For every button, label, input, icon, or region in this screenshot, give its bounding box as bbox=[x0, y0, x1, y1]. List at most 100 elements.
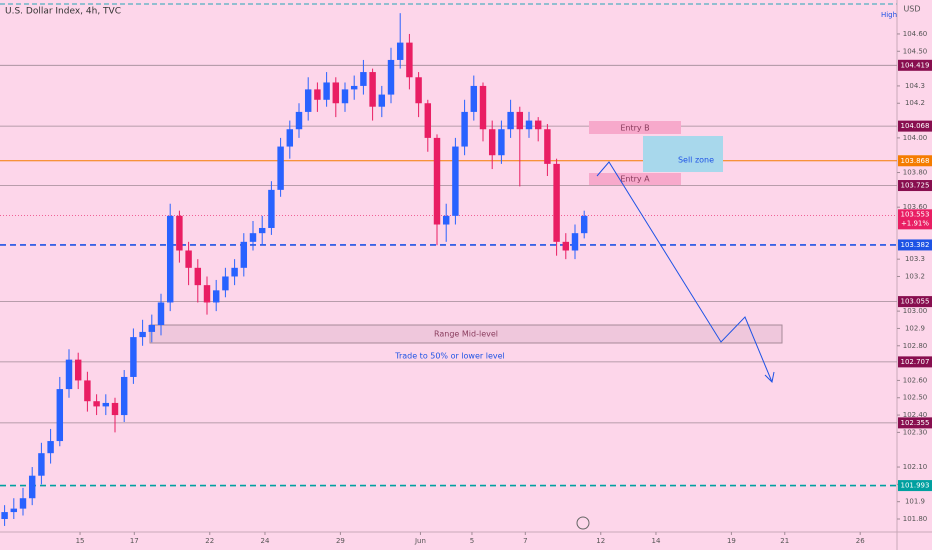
level-tag-label: 101.993 bbox=[901, 482, 930, 490]
candle-body bbox=[461, 111, 468, 147]
candle-body bbox=[516, 111, 524, 130]
candle-body bbox=[47, 441, 54, 454]
entry-a-zone bbox=[589, 173, 681, 185]
y-tick-label: 104.60 bbox=[903, 30, 928, 38]
y-tick-label: 103.2 bbox=[905, 272, 925, 280]
candle-body bbox=[498, 129, 505, 156]
candle-body bbox=[433, 137, 441, 225]
y-tick-label: 101.9 bbox=[905, 498, 925, 506]
candle-body bbox=[10, 508, 18, 513]
candle-body bbox=[571, 233, 579, 251]
last-price-label: 103.553 bbox=[901, 210, 930, 218]
y-tick-label: 103.60 bbox=[903, 203, 928, 211]
x-tick-label: 7 bbox=[523, 537, 527, 545]
x-tick-label: 21 bbox=[780, 537, 789, 545]
level-tag-label: 103.725 bbox=[901, 182, 930, 190]
x-tick-label: 17 bbox=[130, 537, 139, 545]
entry-b-label: Entry B bbox=[620, 124, 649, 133]
candle-body bbox=[249, 233, 257, 242]
level-tag bbox=[898, 120, 932, 132]
level-tag bbox=[898, 180, 932, 192]
candle-body bbox=[286, 129, 294, 147]
last-price-tag bbox=[898, 209, 932, 230]
level-tag bbox=[898, 59, 932, 71]
candle-body bbox=[424, 103, 432, 138]
candle-body bbox=[102, 402, 110, 407]
entry-b-zone bbox=[589, 121, 681, 134]
level-tag bbox=[898, 239, 932, 251]
candle-body bbox=[231, 267, 238, 277]
candle-body bbox=[341, 89, 349, 104]
range-label: Range Mid-level bbox=[434, 330, 498, 339]
candle-body bbox=[240, 241, 248, 268]
high-label: High bbox=[881, 11, 897, 19]
candle-body bbox=[28, 475, 36, 499]
level-tag bbox=[898, 417, 932, 429]
level-tag-label: 104.419 bbox=[901, 61, 930, 69]
projection-arrow bbox=[764, 371, 775, 384]
candle-body bbox=[488, 129, 496, 156]
level-tag-label: 103.382 bbox=[901, 241, 930, 249]
candle-body bbox=[74, 359, 82, 381]
y-tick-label: 102.10 bbox=[903, 463, 928, 471]
x-tick-label: 22 bbox=[205, 537, 214, 545]
candle-body bbox=[332, 82, 340, 104]
candle-body bbox=[176, 215, 183, 251]
candle-body bbox=[212, 290, 220, 303]
candle-body bbox=[350, 85, 358, 90]
candle-body bbox=[148, 324, 156, 332]
y-tick-label: 102.30 bbox=[903, 428, 928, 436]
level-tag bbox=[898, 155, 932, 167]
candle-body bbox=[406, 42, 413, 78]
y-tick-label: 104.2 bbox=[905, 99, 925, 107]
candle-body bbox=[415, 77, 422, 104]
candle-body bbox=[470, 85, 478, 112]
y-tick-label: 104.3 bbox=[905, 82, 925, 90]
candle-body bbox=[295, 111, 303, 130]
candle-body bbox=[65, 359, 73, 390]
candle-body bbox=[111, 402, 119, 416]
replay-icon[interactable] bbox=[576, 516, 590, 530]
y-tick-label: 103.80 bbox=[903, 169, 928, 177]
candle-body bbox=[544, 129, 551, 164]
candle-body bbox=[38, 453, 45, 476]
y-tick-label: 104.00 bbox=[903, 134, 928, 142]
candle-body bbox=[396, 42, 404, 60]
y-tick-label: 103.00 bbox=[903, 307, 928, 315]
candle-body bbox=[452, 146, 459, 216]
projection-path bbox=[596, 161, 773, 383]
y-tick-label: 102.60 bbox=[903, 376, 928, 384]
level-tag bbox=[898, 480, 932, 492]
last-price-change: +1.91% bbox=[901, 219, 929, 227]
x-tick-label: 29 bbox=[336, 537, 345, 545]
candle-body bbox=[194, 267, 202, 286]
candle-body bbox=[277, 146, 284, 190]
candle-body bbox=[314, 89, 321, 100]
candle-body bbox=[1, 512, 8, 520]
x-tick-label: 12 bbox=[596, 537, 605, 545]
level-tag bbox=[898, 356, 932, 368]
candle-body bbox=[304, 89, 312, 112]
range-box bbox=[149, 324, 783, 344]
chart-title: U.S. Dollar Index, 4h, TVC bbox=[5, 7, 121, 17]
candle-body bbox=[387, 59, 395, 95]
x-tick-label: 26 bbox=[856, 537, 865, 545]
x-tick-label: 5 bbox=[470, 537, 474, 545]
candle-body bbox=[369, 72, 376, 107]
candle-body bbox=[534, 120, 542, 130]
candle-body bbox=[84, 380, 91, 402]
level-tag bbox=[898, 296, 932, 308]
candle-body bbox=[222, 276, 229, 291]
y-tick-label: 102.50 bbox=[903, 394, 928, 402]
level-tag-label: 103.868 bbox=[901, 157, 930, 165]
candle-body bbox=[525, 120, 533, 130]
candle-body bbox=[562, 241, 570, 251]
x-tick-label: 15 bbox=[76, 537, 85, 545]
y-tick-label: 102.40 bbox=[903, 411, 928, 419]
candle-body bbox=[507, 111, 514, 130]
candle-body bbox=[268, 189, 275, 228]
candle-body bbox=[580, 215, 588, 234]
level-tag-label: 103.055 bbox=[901, 298, 930, 306]
